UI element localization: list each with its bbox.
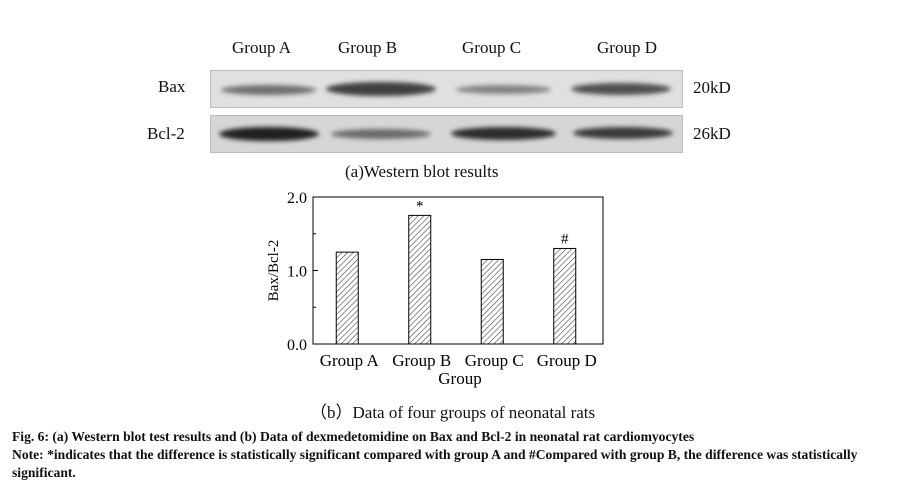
bcl2-blot-strip — [210, 115, 683, 153]
bar-annotation: * — [416, 198, 424, 214]
blot-caption: (a)Western blot results — [345, 162, 499, 181]
x-tick-label: Group C — [465, 351, 524, 370]
chart-ticks: 0.0 1.0 2.0 — [287, 190, 318, 354]
y-axis-label: Bax/Bcl-2 — [266, 240, 282, 302]
bax-band-c — [456, 85, 551, 94]
blot-row-label-bax: Bax — [158, 77, 186, 96]
bar-group-c — [480, 258, 504, 345]
bar-group-d — [553, 247, 577, 345]
blot-row-label-bcl2: Bcl-2 — [147, 124, 185, 143]
blot-group-label: Group D — [597, 38, 657, 57]
bcl2-band-b — [331, 129, 431, 139]
y-tick-label: 2.0 — [287, 190, 307, 207]
figure-caption-title: Fig. 6: (a) Western blot test results an… — [12, 429, 695, 444]
x-tick-label: Group D — [537, 351, 597, 370]
bax-blot-strip — [210, 70, 683, 108]
x-axis-label: Group — [438, 369, 481, 388]
x-tick-label: Group B — [392, 351, 451, 370]
blot-group-label: Group B — [338, 38, 398, 57]
bar-group-a — [335, 251, 359, 345]
bcl2-band-d — [573, 127, 673, 139]
bcl2-size-label: 26kD — [693, 124, 731, 143]
bax-size-label: 20kD — [693, 78, 731, 97]
y-tick-label: 1.0 — [287, 264, 307, 281]
bar-annotation: # — [561, 231, 569, 247]
bcl2-band-a — [219, 127, 319, 141]
bax-band-b — [326, 82, 436, 96]
bax-band-d — [571, 83, 671, 95]
figure-caption-note: Note: *indicates that the difference is … — [12, 447, 858, 480]
bar-group-b — [408, 214, 432, 345]
chart-caption: （b）Data of four groups of neonatal rats — [310, 403, 596, 422]
figure-caption: Fig. 6: (a) Western blot test results an… — [12, 428, 892, 482]
bax-band-a — [221, 85, 316, 95]
chart-bars — [335, 214, 577, 345]
blot-group-label: Group A — [232, 38, 292, 57]
bcl2-band-c — [451, 127, 556, 140]
y-tick-label: 0.0 — [287, 337, 307, 354]
blot-group-label: Group C — [462, 38, 522, 57]
x-tick-label: Group A — [320, 351, 380, 370]
chart-labels: Group A * Group B Group C # Group D Group Bax/B… — [266, 198, 597, 388]
